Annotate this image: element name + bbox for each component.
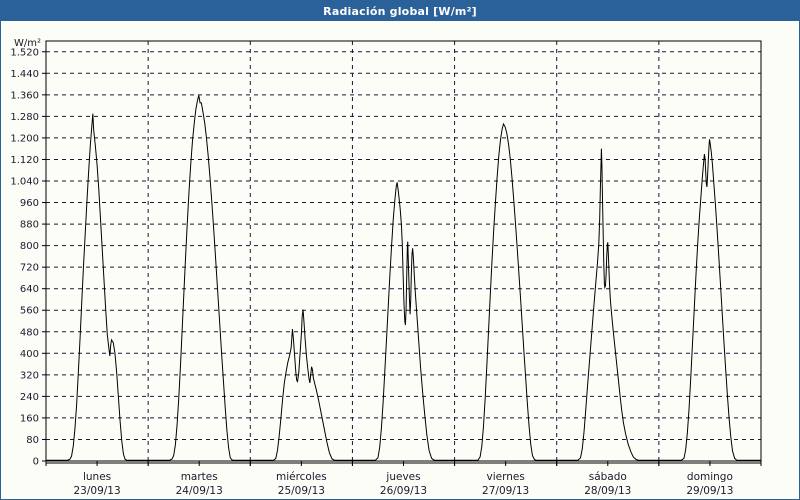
- y-axis-tick-label: 1.360: [10, 90, 39, 101]
- y-axis-unit-label: W/m²: [14, 38, 41, 49]
- x-axis-day-label: jueves: [385, 471, 420, 483]
- window-title-bar: Radiación global [W/m²]: [1, 1, 799, 21]
- y-axis-tick-label: 320: [20, 370, 39, 381]
- y-axis-tick-label: 1.200: [10, 133, 39, 144]
- x-axis-day-label: martes: [181, 471, 218, 483]
- horizontal-gridlines: [42, 51, 761, 462]
- y-axis-tick-labels: 0 80 160 240 320 400 480 560 640 720 800 880 960 1.04…: [10, 47, 39, 467]
- y-axis-tick-label: 1.520: [10, 47, 39, 58]
- y-axis-tick-label: 0: [33, 457, 39, 468]
- x-axis-date-label: 27/09/13: [482, 485, 529, 497]
- y-axis-tick-label: 640: [20, 284, 39, 295]
- chart-canvas: 0 80 160 240 320 400 480 560 640 720 800 880 960 1.04…: [1, 21, 799, 499]
- y-axis-tick-label: 880: [20, 220, 39, 231]
- plot-area-frame: [45, 40, 762, 462]
- window-title: Radiación global [W/m²]: [323, 4, 477, 18]
- radiation-line-chart: 0 80 160 240 320 400 480 560 640 720 800 880 960 1.04…: [1, 21, 799, 499]
- x-axis-day-label: miércoles: [276, 471, 327, 483]
- y-axis-tick-label: 1.440: [10, 69, 39, 80]
- y-axis-tick-label: 400: [20, 349, 39, 360]
- x-axis-day-label: viernes: [486, 471, 524, 483]
- vertical-gridlines: [147, 41, 660, 461]
- x-axis-tick-labels: lunes 23/09/13 martes 24/09/13 miércoles 25/0…: [73, 471, 733, 497]
- x-axis-date-label: 25/09/13: [278, 485, 325, 497]
- x-axis-date-label: 28/09/13: [584, 485, 631, 497]
- y-axis-tick-label: 800: [20, 241, 39, 252]
- x-axis-day-label: domingo: [687, 471, 733, 483]
- x-axis-day-label: lunes: [83, 471, 111, 483]
- x-axis-date-label: 29/09/13: [686, 485, 733, 497]
- chart-background: [1, 21, 799, 499]
- x-axis-date-label: 24/09/13: [176, 485, 223, 497]
- y-axis-tick-label: 80: [26, 435, 39, 446]
- y-axis-tick-label: 480: [20, 327, 39, 338]
- y-axis-tick-label: 560: [20, 306, 39, 317]
- y-axis-tick-label: 1.120: [10, 155, 39, 166]
- x-axis-day-label: sábado: [589, 471, 627, 483]
- y-axis-tick-label: 160: [20, 413, 39, 424]
- y-axis-tick-label: 1.040: [10, 177, 39, 188]
- y-axis-tick-label: 720: [20, 263, 39, 274]
- y-axis-tick-label: 1.280: [10, 112, 39, 123]
- x-axis-date-label: 23/09/13: [73, 485, 120, 497]
- y-axis-tick-label: 960: [20, 198, 39, 209]
- x-axis-date-label: 26/09/13: [380, 485, 427, 497]
- y-axis-tick-label: 240: [20, 392, 39, 403]
- radiation-series-line: [46, 95, 761, 461]
